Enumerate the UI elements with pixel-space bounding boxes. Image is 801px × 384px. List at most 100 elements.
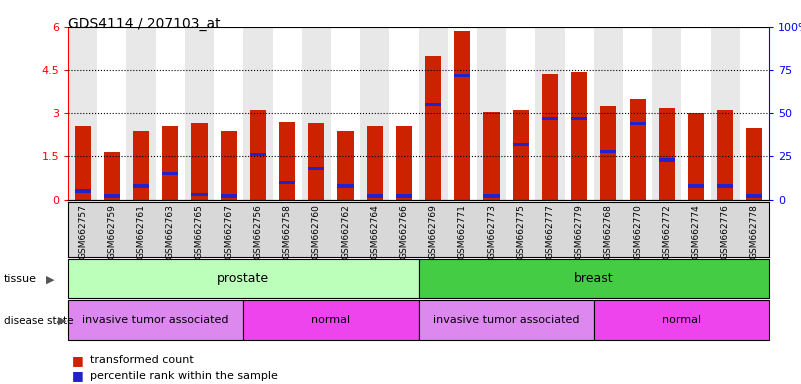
Bar (389, 27, 418, 200)
Bar (163, 126, 179, 200)
Bar (600, 150, 617, 153)
Bar (425, 56, 441, 200)
Text: GSM662767: GSM662767 (224, 204, 233, 259)
Bar (477, 27, 506, 200)
Bar (97, 27, 127, 200)
Bar (331, 27, 360, 200)
Bar (220, 195, 237, 198)
Bar (630, 122, 646, 125)
Text: ▶: ▶ (58, 316, 66, 326)
Bar (688, 113, 704, 200)
Text: GSM662765: GSM662765 (195, 204, 204, 259)
Text: GSM662761: GSM662761 (137, 204, 146, 259)
Text: tissue: tissue (4, 274, 37, 284)
Text: invasive tumor associated: invasive tumor associated (433, 314, 579, 325)
Bar (220, 131, 237, 200)
Bar (542, 117, 558, 120)
Bar (513, 143, 529, 146)
Bar (74, 189, 91, 193)
Text: GSM662771: GSM662771 (458, 204, 467, 259)
Bar (506, 27, 535, 200)
Bar (571, 117, 587, 120)
Bar (185, 27, 214, 200)
Bar (244, 300, 418, 340)
Bar (133, 131, 149, 200)
Bar (337, 184, 353, 188)
Text: breast: breast (574, 272, 614, 285)
Text: GSM662757: GSM662757 (78, 204, 87, 259)
Text: ▶: ▶ (46, 274, 55, 284)
Bar (279, 181, 295, 184)
Text: GSM662774: GSM662774 (691, 204, 700, 259)
Text: normal: normal (662, 314, 701, 325)
Text: percentile rank within the sample: percentile rank within the sample (90, 371, 278, 381)
Bar (658, 108, 674, 200)
Bar (133, 184, 149, 188)
Bar (250, 153, 266, 157)
Bar (623, 27, 652, 200)
Bar (630, 99, 646, 200)
Text: GDS4114 / 207103_at: GDS4114 / 207103_at (68, 17, 221, 31)
Bar (682, 27, 710, 200)
Bar (104, 152, 120, 200)
Text: GSM662764: GSM662764 (370, 204, 379, 259)
Text: normal: normal (312, 314, 351, 325)
Text: GSM662759: GSM662759 (107, 204, 116, 259)
Text: GSM662756: GSM662756 (253, 204, 263, 259)
Bar (484, 112, 500, 200)
Text: GSM662768: GSM662768 (604, 204, 613, 259)
Bar (272, 27, 302, 200)
Bar (425, 103, 441, 106)
Bar (535, 27, 565, 200)
Text: GSM662773: GSM662773 (487, 204, 496, 259)
Bar (594, 300, 769, 340)
Bar (542, 74, 558, 200)
Bar (710, 27, 740, 200)
Text: prostate: prostate (217, 272, 269, 285)
Bar (337, 131, 353, 200)
Text: GSM662762: GSM662762 (341, 204, 350, 259)
Bar (747, 195, 763, 198)
Bar (418, 300, 594, 340)
Bar (454, 31, 470, 200)
Bar (68, 259, 418, 298)
Bar (104, 195, 120, 198)
Text: GSM662763: GSM662763 (166, 204, 175, 259)
Text: GSM662778: GSM662778 (750, 204, 759, 259)
Bar (418, 27, 448, 200)
Bar (244, 27, 272, 200)
Text: GSM662775: GSM662775 (516, 204, 525, 259)
Text: GSM662772: GSM662772 (662, 204, 671, 259)
Bar (155, 27, 185, 200)
Bar (740, 27, 769, 200)
Bar (418, 259, 769, 298)
Text: GSM662770: GSM662770 (633, 204, 642, 259)
Bar (308, 167, 324, 170)
Text: GSM662769: GSM662769 (429, 204, 437, 259)
Text: GSM662776: GSM662776 (721, 204, 730, 259)
Text: GSM662758: GSM662758 (283, 204, 292, 259)
Text: transformed count: transformed count (90, 355, 194, 365)
Bar (302, 27, 331, 200)
Bar (513, 111, 529, 200)
Text: disease state: disease state (4, 316, 74, 326)
Bar (652, 27, 682, 200)
Bar (747, 127, 763, 200)
Bar (250, 111, 266, 200)
Bar (396, 126, 412, 200)
Bar (308, 123, 324, 200)
Bar (367, 195, 383, 198)
Bar (74, 126, 91, 200)
Text: GSM662779: GSM662779 (574, 204, 584, 259)
Bar (367, 126, 383, 200)
Text: GSM662760: GSM662760 (312, 204, 321, 259)
Bar (396, 195, 412, 198)
Bar (214, 27, 244, 200)
Bar (127, 27, 155, 200)
Bar (68, 27, 97, 200)
Bar (484, 195, 500, 198)
Bar (600, 106, 617, 200)
Bar (191, 123, 207, 200)
Bar (68, 300, 244, 340)
Text: ■: ■ (72, 369, 84, 382)
